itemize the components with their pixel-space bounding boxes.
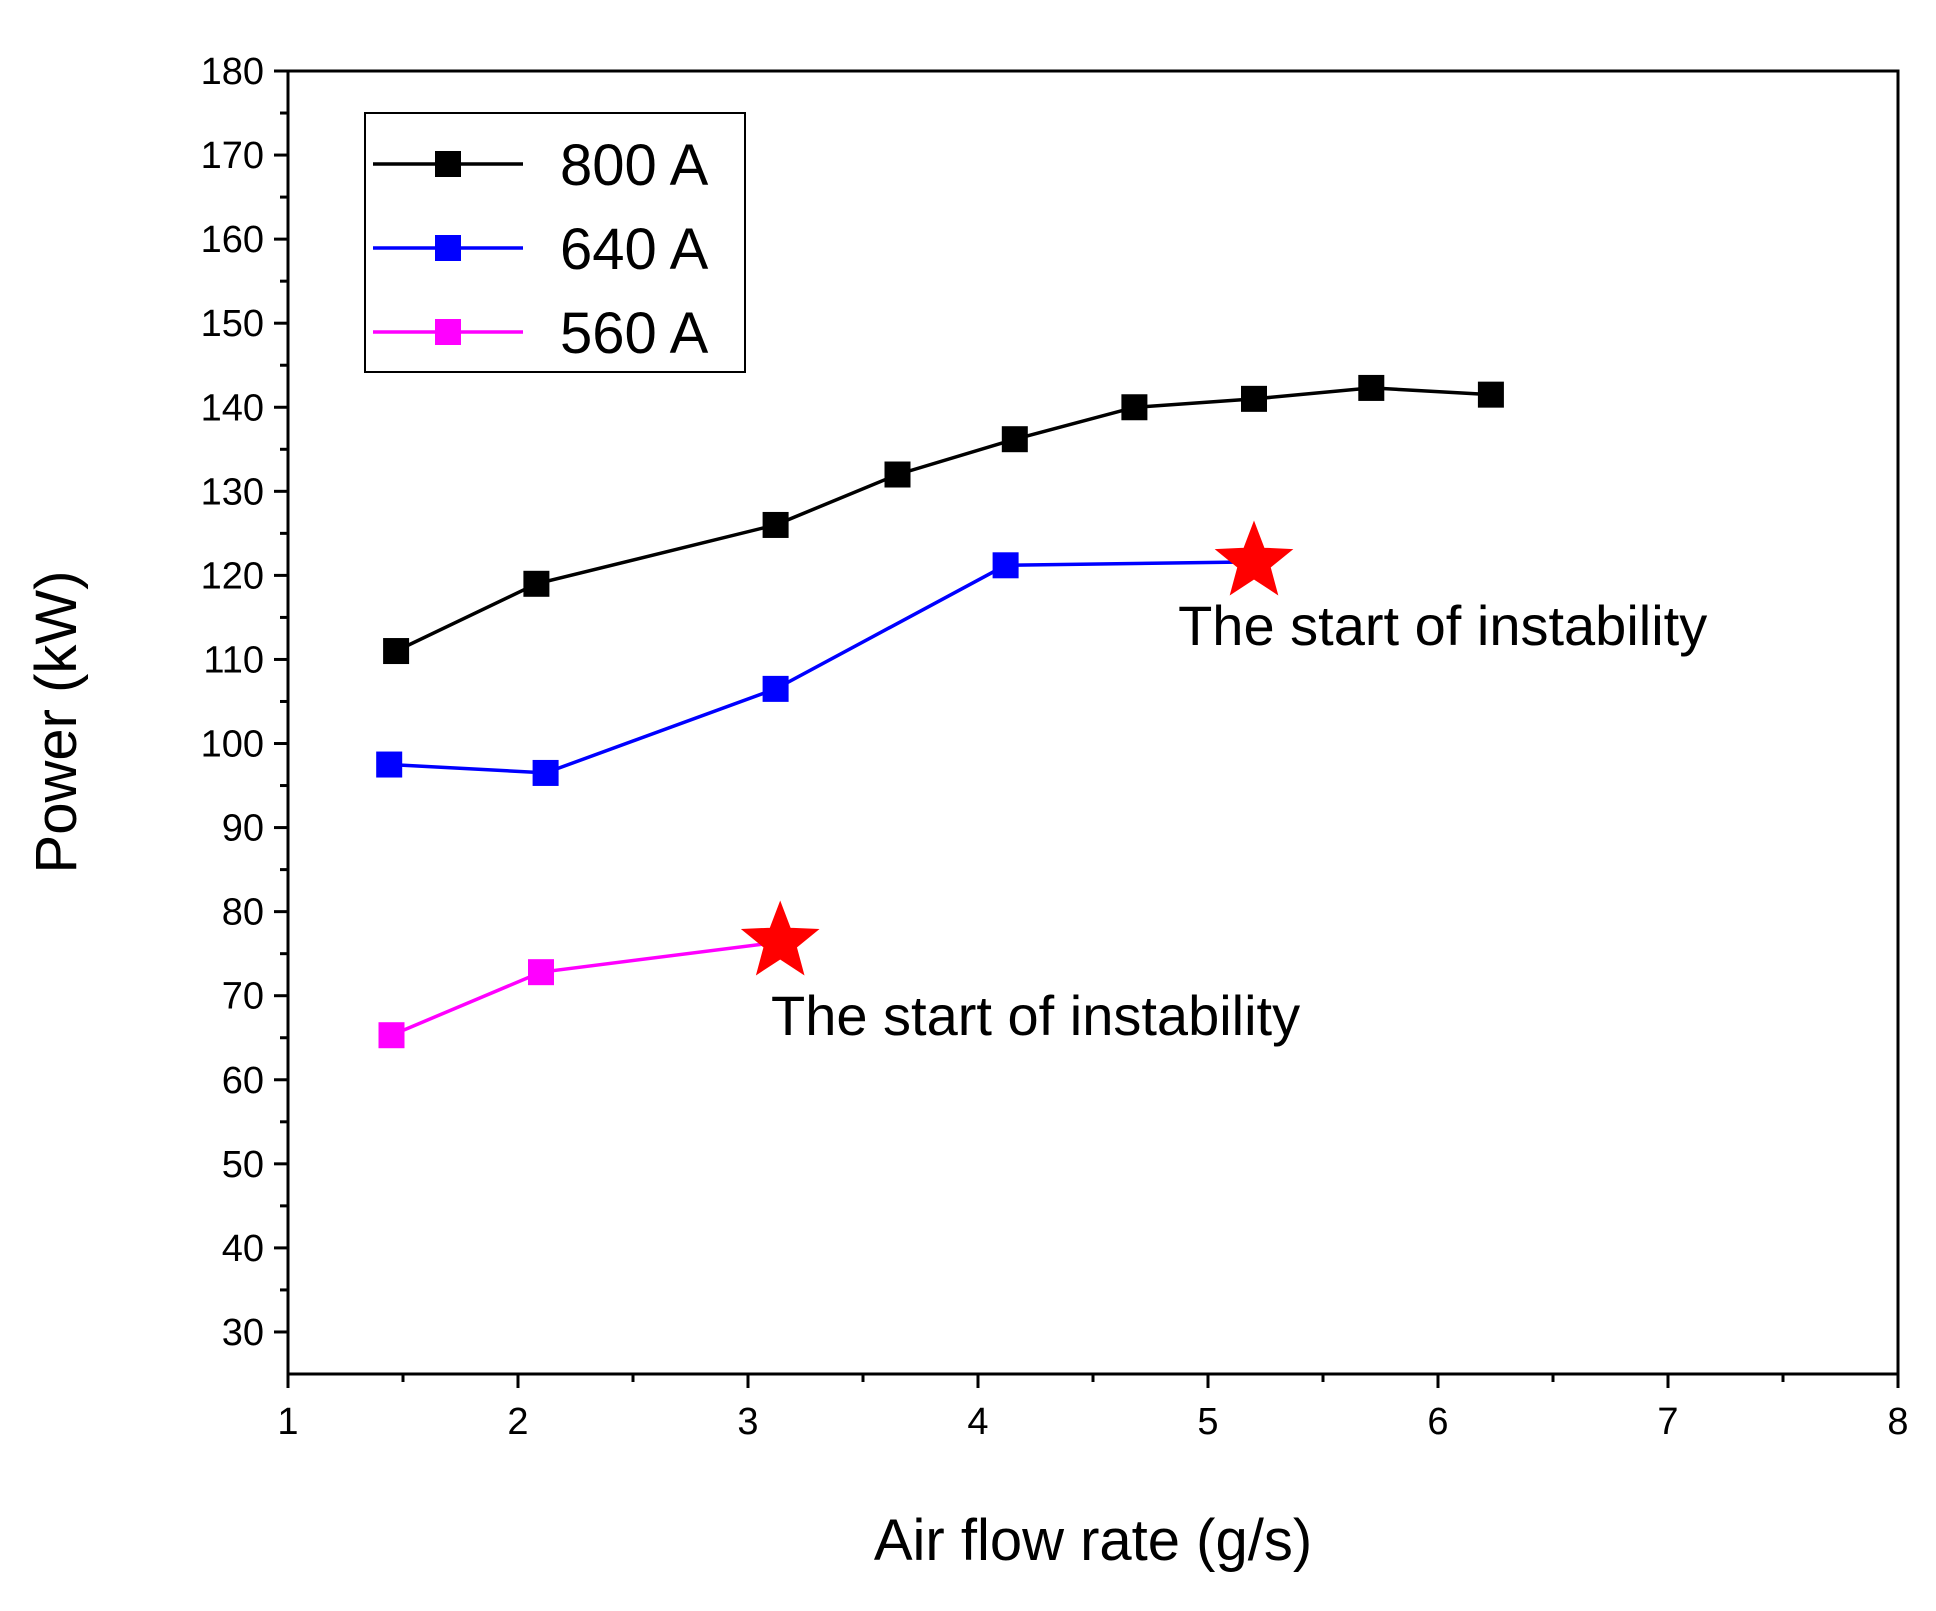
y-tick-label: 60 xyxy=(222,1060,264,1102)
data-point-marker xyxy=(992,552,1019,579)
y-tick-label: 90 xyxy=(222,808,264,850)
y-tick-label: 160 xyxy=(201,219,264,261)
series-layer xyxy=(376,374,1504,1049)
series-800-a xyxy=(383,374,1504,665)
x-tick-label: 5 xyxy=(1197,1401,1218,1443)
data-point-marker xyxy=(1121,394,1148,421)
instability-star-marker xyxy=(740,900,820,976)
series-line xyxy=(390,940,781,1037)
series-640-a xyxy=(376,520,1294,786)
legend-marker xyxy=(435,319,461,345)
x-tick-label: 6 xyxy=(1427,1401,1448,1443)
data-point-marker xyxy=(1477,381,1504,408)
data-point-marker xyxy=(1001,426,1028,453)
x-tick-label: 3 xyxy=(737,1401,758,1443)
x-tick-label: 8 xyxy=(1887,1401,1908,1443)
y-tick-label: 110 xyxy=(203,639,264,681)
annotation-layer: The start of instability The start of ins… xyxy=(771,594,1707,1047)
data-point-marker xyxy=(532,759,559,786)
x-tick-label: 4 xyxy=(967,1401,988,1443)
data-point-marker xyxy=(762,675,789,702)
x-tick-label: 2 xyxy=(507,1401,528,1443)
y-tick-label: 30 xyxy=(222,1312,264,1354)
legend-marker xyxy=(435,235,461,261)
data-point-marker xyxy=(1358,374,1385,401)
x-tick-label: 1 xyxy=(277,1401,298,1443)
instability-star-marker xyxy=(1214,520,1294,596)
data-point-marker xyxy=(376,751,403,778)
y-tick-label: 150 xyxy=(201,303,264,345)
y-tick-label: 180 xyxy=(201,51,264,93)
legend-label: 560 A xyxy=(560,301,709,366)
y-tick-label: 40 xyxy=(222,1228,264,1270)
legend-marker xyxy=(435,151,461,177)
y-tick-label: 100 xyxy=(201,724,264,766)
axes-ticks: 1 2 3 4 5 6 7 8 30 40 50 60 70 80 90 100 110 120 130 140 150… xyxy=(201,51,1909,1443)
y-tick-label: 140 xyxy=(201,387,264,429)
data-point-marker xyxy=(528,959,554,986)
y-tick-label: 170 xyxy=(201,135,264,177)
legend: 800 A 640 A 560 A xyxy=(364,112,746,373)
y-axis-title: Power (kW) xyxy=(24,571,89,874)
y-tick-label: 50 xyxy=(222,1144,264,1186)
data-point-marker xyxy=(523,570,550,597)
data-point-marker xyxy=(383,638,410,665)
y-tick-label: 120 xyxy=(201,555,264,597)
legend-items: 800 A 640 A 560 A xyxy=(373,133,709,366)
y-tick-label: 130 xyxy=(201,471,264,513)
annotation-text: The start of instability xyxy=(771,984,1300,1047)
series-560-a xyxy=(378,900,820,1049)
data-point-marker xyxy=(884,461,911,488)
legend-label: 640 A xyxy=(560,217,709,282)
data-point-marker xyxy=(1241,385,1267,412)
annotation-text: The start of instability xyxy=(1178,594,1707,657)
x-axis-title: Air flow rate (g/s) xyxy=(874,1508,1312,1573)
y-tick-label: 70 xyxy=(222,976,264,1018)
legend-box xyxy=(364,112,746,373)
data-point-marker xyxy=(762,511,789,538)
x-tick-label: 7 xyxy=(1657,1401,1678,1443)
legend-label: 800 A xyxy=(560,133,709,198)
y-tick-label: 80 xyxy=(222,892,264,934)
data-point-marker xyxy=(378,1022,405,1049)
